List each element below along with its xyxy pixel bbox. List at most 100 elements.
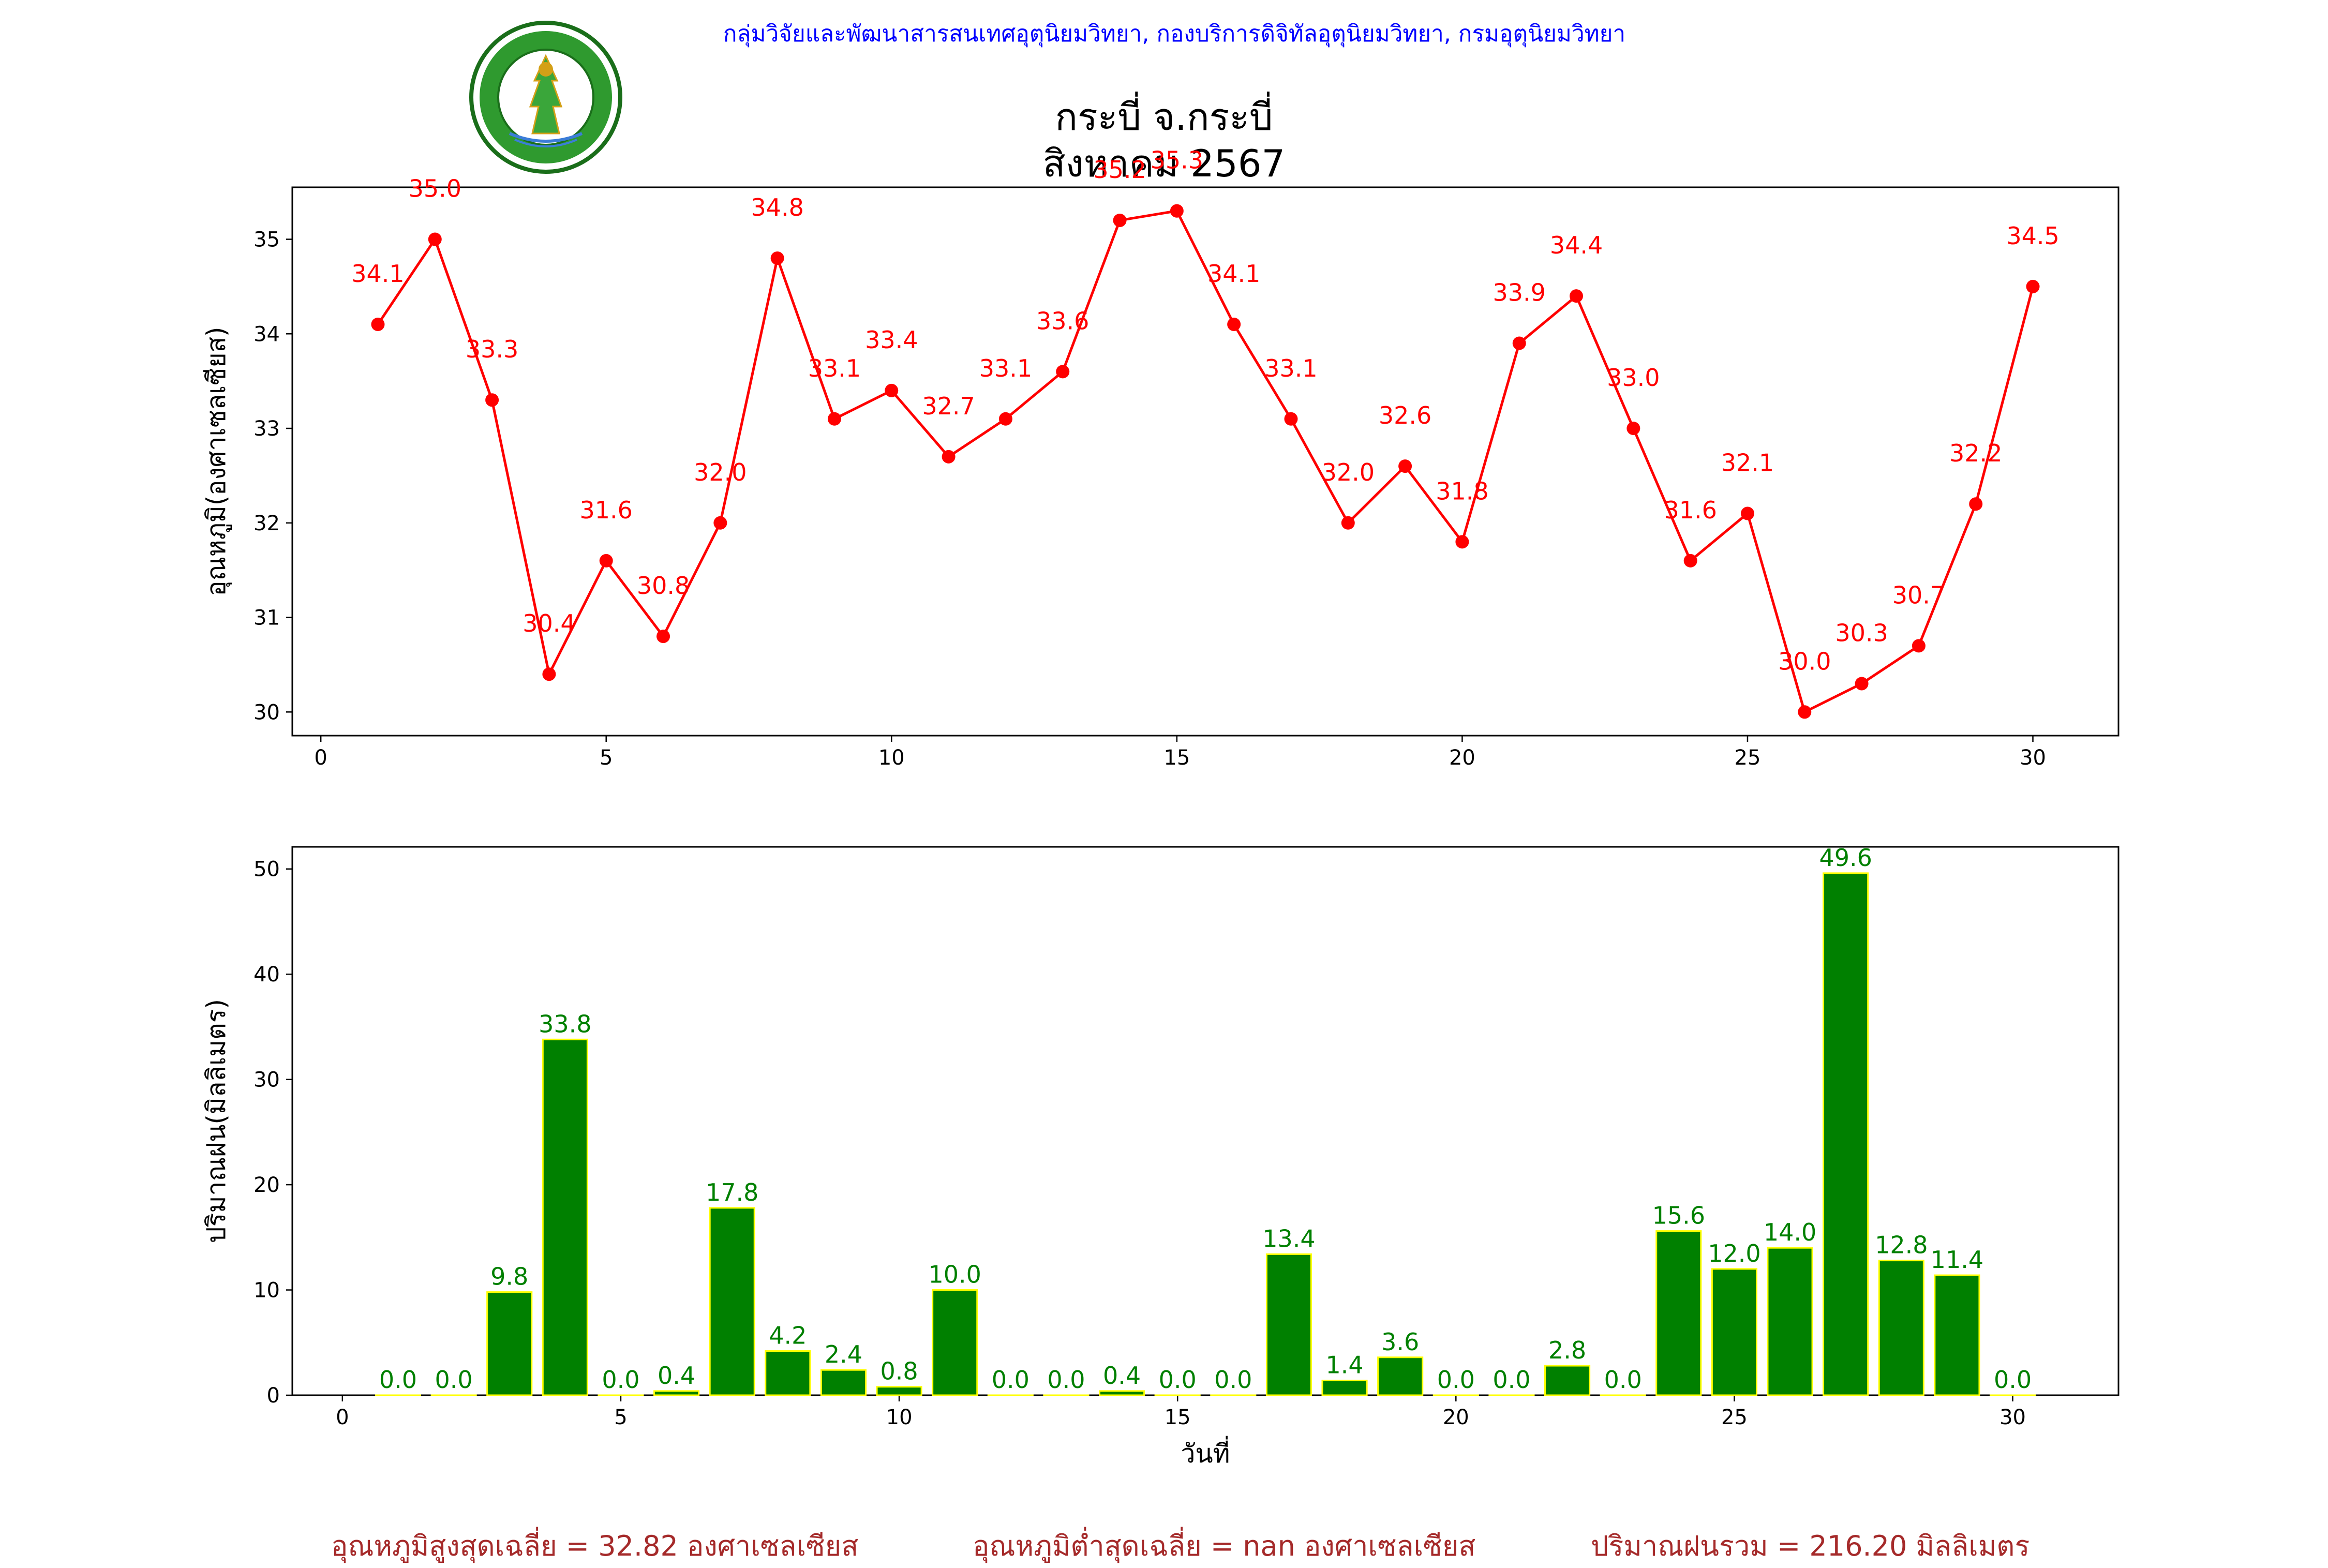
rainfall-data-label: 11.4 [1931,1246,1983,1274]
temp-x-tick-label: 30 [2020,746,2046,770]
temperature-point [1341,516,1355,530]
temperature-point [999,412,1012,426]
rainfall-data-label: 3.6 [1381,1328,1419,1356]
temperature-data-label: 34.8 [751,193,803,221]
temperature-point [1798,705,1811,719]
temperature-data-label: 33.0 [1607,364,1660,392]
rain-x-tick-label: 25 [1721,1406,1748,1429]
rain-y-tick-label: 20 [253,1173,280,1197]
temp-y-tick-label: 35 [253,228,280,252]
temperature-data-label: 30.3 [1835,619,1888,647]
rainfall-bar [710,1208,754,1395]
temperature-data-label: 33.1 [1264,354,1317,382]
temperature-data-label: 34.5 [2006,222,2059,250]
temperature-data-label: 30.0 [1778,647,1831,675]
rainfall-bar [933,1290,977,1395]
rainfall-data-label: 13.4 [1262,1224,1315,1252]
temperature-data-label: 35.2 [1093,156,1146,184]
temperature-data-label: 32.2 [1949,439,2002,467]
rain-x-tick-label: 20 [1443,1406,1469,1429]
rainfall-data-label: 0.4 [1103,1362,1141,1390]
rainfall-bar [487,1292,532,1395]
temperature-data-label: 33.1 [979,354,1032,382]
temp-y-tick-label: 30 [253,700,280,724]
rainfall-data-label: 33.8 [539,1010,591,1038]
temperature-data-label: 33.1 [808,354,861,382]
rainfall-data-label: 49.6 [1819,844,1872,872]
rainfall-data-label: 15.6 [1652,1202,1705,1230]
temperature-point [1855,677,1869,690]
temperature-data-label: 31.6 [580,496,633,524]
rainfall-data-label: 0.0 [1604,1366,1642,1394]
temperature-point [1513,337,1526,350]
temperature-data-label: 33.4 [865,326,918,354]
temperature-data-label: 32.7 [922,392,975,420]
rainfall-data-label: 17.8 [706,1178,758,1206]
temperature-data-label: 35.3 [1151,146,1203,174]
temperature-point [656,630,670,643]
temperature-point [428,233,442,246]
rainfall-bar [654,1391,699,1395]
temperature-data-label: 34.4 [1550,231,1603,259]
rainfall-data-label: 4.2 [769,1322,807,1350]
temp-y-tick-label: 31 [253,606,280,630]
rainfall-bar [1712,1269,1756,1395]
temperature-data-label: 32.0 [694,458,747,486]
temperature-data-label: 34.1 [351,260,404,288]
rainfall-data-label: 0.0 [435,1366,473,1394]
rain-x-tick-label: 0 [336,1406,349,1429]
rainfall-bar [1545,1366,1589,1395]
temperature-data-label: 30.8 [637,572,690,600]
temperature-point [1170,204,1184,218]
temperature-point [1056,365,1069,378]
temp-x-tick-label: 20 [1449,746,1475,770]
temp-y-tick-label: 33 [253,417,280,441]
rainfall-bar [877,1387,921,1395]
temperature-point [1113,214,1127,227]
temperature-data-label: 30.7 [1892,581,1945,609]
temperature-point [1455,535,1469,548]
footer-rain-total: ปริมาณฝนรวม = 216.20 มิลลิเมตร [1591,1524,2029,1568]
temp-x-tick-label: 5 [600,746,613,770]
rain-y-tick-label: 50 [253,858,280,882]
temp-x-tick-label: 25 [1735,746,1761,770]
temperature-data-label: 35.0 [409,175,461,203]
temp-y-tick-label: 32 [253,512,280,535]
rainfall-bar [1879,1261,1923,1395]
temperature-data-label: 32.1 [1721,449,1774,477]
rainfall-data-label: 14.0 [1764,1218,1816,1246]
temperature-point [771,251,784,265]
temperature-data-label: 30.4 [523,609,575,637]
rainfall-data-label: 0.0 [992,1366,1029,1394]
temp-y-tick-label: 34 [253,322,280,346]
rainfall-data-label: 0.0 [1159,1366,1197,1394]
temperature-data-label: 34.1 [1207,260,1260,288]
temp-x-tick-label: 0 [314,746,327,770]
rainfall-bar [821,1370,865,1395]
rainfall-data-label: 10.0 [928,1261,981,1289]
temperature-point [2026,280,2040,293]
temperature-point [542,667,556,681]
rain-x-tick-label: 30 [1999,1406,2026,1429]
temperature-point [828,412,841,426]
rainfall-bar [1378,1357,1423,1395]
temperature-point [1684,554,1697,568]
temp-x-tick-label: 10 [878,746,905,770]
rain-x-tick-label: 5 [614,1406,627,1429]
rain-y-tick-label: 0 [267,1384,280,1408]
rainfall-bar [1100,1391,1144,1395]
temperature-data-label: 33.9 [1493,279,1546,307]
rainfall-bar [1266,1254,1311,1395]
rainfall-data-label: 0.0 [602,1366,639,1394]
temperature-point [1969,497,1982,511]
temperature-point [1284,412,1297,426]
temperature-data-label: 33.6 [1036,307,1089,335]
rainfall-bar [543,1039,587,1395]
temperature-point [1626,422,1640,435]
rain-y-tick-label: 40 [253,963,280,987]
rainfall-data-label: 12.0 [1708,1240,1760,1267]
temperature-data-label: 31.8 [1436,477,1488,505]
rainfall-data-label: 9.8 [490,1263,528,1291]
